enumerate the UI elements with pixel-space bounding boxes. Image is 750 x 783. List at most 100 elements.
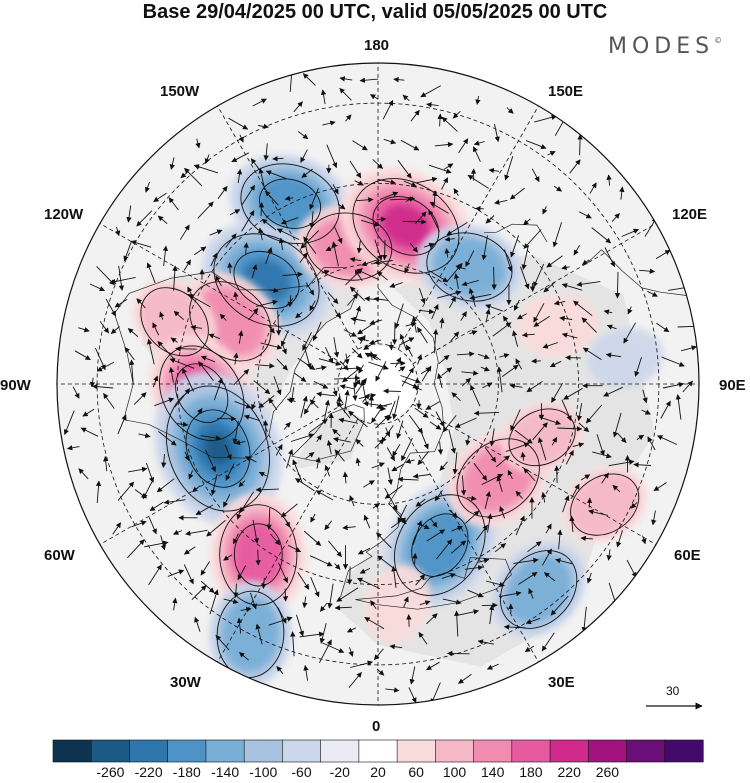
wind-arrow — [465, 250, 475, 267]
wind-arrow — [168, 366, 175, 383]
wind-arrow — [258, 201, 265, 217]
wind-arrow — [578, 422, 590, 433]
wind-arrow — [342, 471, 349, 484]
wind-arrow — [475, 96, 481, 105]
wind-arrow — [303, 343, 312, 369]
wind-arrow — [614, 271, 621, 299]
wind-arrow — [588, 509, 609, 516]
wind-arrow — [399, 333, 407, 351]
wind-arrow — [142, 479, 154, 500]
wind-arrow — [405, 321, 417, 328]
wind-arrow — [157, 341, 176, 361]
wind-arrow — [501, 364, 519, 377]
wind-arrow — [392, 395, 400, 420]
wind-arrow — [581, 317, 598, 333]
wind-arrow — [333, 337, 340, 358]
wind-arrow — [401, 438, 413, 462]
wind-arrow — [324, 464, 330, 477]
wind-arrow — [448, 429, 457, 454]
wind-arrow — [397, 476, 419, 482]
wind-arrow — [348, 647, 354, 657]
wind-arrow — [349, 256, 362, 263]
wind-arrow — [405, 458, 415, 464]
wind-arrow — [580, 474, 591, 481]
wind-arrow — [608, 459, 635, 467]
anomaly-blob — [382, 204, 430, 248]
wind-arrow — [376, 668, 385, 676]
wind-arrow — [647, 436, 656, 451]
wind-arrow — [477, 639, 494, 645]
wind-arrow — [319, 639, 332, 664]
wind-arrow — [415, 176, 438, 184]
wind-arrow — [297, 357, 316, 370]
wind-arrow — [350, 316, 366, 322]
wind-arrow — [238, 134, 244, 143]
wind-arrow — [300, 230, 320, 249]
wind-arrow — [626, 559, 637, 578]
wind-arrow — [324, 520, 333, 531]
wind-arrow — [586, 497, 593, 508]
wind-arrow — [260, 342, 283, 350]
colorbar-tick-label: 60 — [408, 764, 424, 780]
wind-arrow — [467, 589, 484, 598]
wind-arrow — [426, 613, 438, 625]
wind-arrow — [542, 548, 552, 566]
wind-arrow — [429, 201, 449, 214]
colorbar-tick-label: -100 — [249, 764, 278, 780]
wind-arrow — [337, 203, 346, 210]
wind-arrow — [309, 188, 319, 210]
colorbar-tick-label: 260 — [595, 764, 620, 780]
wind-arrow — [312, 321, 322, 342]
wind-arrow — [238, 652, 249, 661]
wind-arrow — [319, 623, 327, 644]
wind-arrow — [124, 346, 135, 361]
wind-arrow — [136, 210, 153, 227]
wind-arrow — [581, 606, 587, 633]
wind-arrow — [285, 519, 291, 528]
anomaly-contour — [426, 232, 513, 302]
wind-arrow — [387, 467, 393, 486]
wind-arrow — [343, 389, 350, 413]
lon-label-120e: 120E — [672, 206, 708, 223]
colorbar-tick-label: -60 — [291, 764, 312, 780]
wind-arrow — [397, 504, 408, 523]
wind-arrow — [78, 327, 90, 333]
wind-arrow — [200, 561, 210, 576]
lon-label-30w: 30W — [170, 674, 201, 691]
wind-arrow — [417, 451, 430, 466]
wind-arrow — [550, 595, 569, 616]
wind-arrow — [346, 566, 353, 585]
map-title: Base 29/04/2025 00 UTC, valid 05/05/2025… — [142, 1, 608, 23]
wind-arrow — [268, 287, 279, 294]
wind-arrow — [520, 451, 526, 461]
wind-arrow — [420, 367, 432, 375]
meridian-line — [397, 105, 539, 350]
wind-arrow — [491, 266, 497, 290]
wind-arrow — [179, 224, 190, 240]
wind-arrow — [82, 408, 95, 417]
wind-arrow — [554, 465, 560, 484]
wind-arrow — [585, 404, 603, 424]
wind-arrow — [334, 605, 352, 611]
wind-arrow — [439, 461, 448, 471]
wind-arrow — [504, 249, 513, 272]
wind-arrow — [63, 410, 75, 436]
anomaly-blob — [433, 238, 506, 296]
wind-arrow — [561, 399, 572, 422]
wind-arrow — [561, 283, 583, 291]
wind-arrow — [414, 407, 429, 418]
wind-arrow — [66, 445, 80, 451]
meridian-line — [99, 403, 344, 545]
wind-arrow — [371, 462, 385, 469]
wind-arrow — [531, 358, 541, 364]
wind-arrow — [403, 596, 409, 608]
wind-arrow — [376, 403, 393, 409]
wind-arrow — [381, 239, 388, 261]
wind-arrow — [444, 248, 450, 258]
wind-arrow — [297, 131, 309, 140]
anomaly-contour — [185, 409, 251, 488]
wind-arrow — [437, 113, 443, 127]
wind-arrow — [345, 114, 352, 122]
wind-arrow — [144, 540, 169, 548]
wind-arrow — [258, 395, 275, 409]
